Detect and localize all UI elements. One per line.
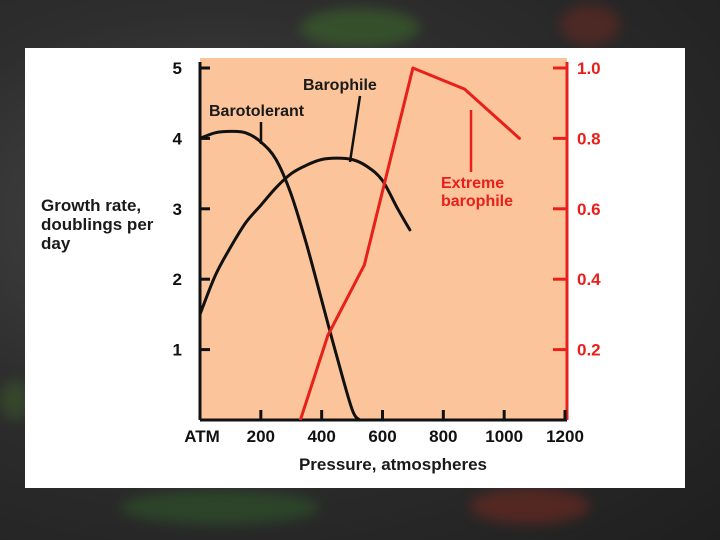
x-tick-label-5: 1000 (485, 427, 523, 446)
x-tick-label-0: ATM (184, 427, 220, 446)
background-blob (300, 8, 420, 48)
series-line-extreme-barophile (298, 66, 521, 420)
background-blob (560, 5, 620, 45)
y-right-tick-label-0: 0.2 (577, 341, 601, 360)
y-left-tick-label-4: 5 (173, 59, 182, 78)
y-axis-label-line-1: Growth rate, (41, 196, 141, 215)
y-axis-label-line-2: doublings per (41, 215, 154, 234)
series-layer (200, 66, 521, 420)
plot-area (200, 58, 567, 420)
x-tick-label-2: 400 (307, 427, 335, 446)
x-tick-label-4: 800 (429, 427, 457, 446)
x-tick-label-6: 1200 (546, 427, 584, 446)
x-tick-label-1: 200 (247, 427, 275, 446)
x-axis-label: Pressure, atmospheres (299, 455, 487, 474)
y-right-tick-label-2: 0.6 (577, 200, 601, 219)
y-left-tick-label-1: 2 (173, 270, 182, 289)
y-left-tick-label-0: 1 (173, 341, 182, 360)
annotation-barotolerant: Barotolerant (209, 103, 305, 120)
y-axis-label: Growth rate, doublings per day (41, 196, 158, 253)
y-right-tick-label-1: 0.4 (577, 270, 601, 289)
growth-rate-chart: Growth rate, doublings per day Pressure,… (41, 58, 602, 474)
background-blob (120, 490, 320, 525)
y-left-tick-label-3: 4 (173, 129, 183, 148)
background-blob (470, 488, 590, 524)
y-axis-label-line-3: day (41, 234, 71, 253)
annotation-barophile: Barophile (303, 77, 377, 94)
annotation-extreme-line-2: barophile (441, 193, 513, 210)
y-left-tick-label-2: 3 (173, 200, 182, 219)
y-right-tick-label-4: 1.0 (577, 59, 601, 78)
ticks-layer: ATM 200 400 600 800 1000 1200 1 2 3 4 5 0.2 0.4 0.6 0.8… (173, 59, 602, 446)
leader-line-barophile (348, 95, 362, 163)
annotation-extreme-line-1: Extreme (441, 175, 504, 192)
slide-card: Growth rate, doublings per day Pressure,… (25, 48, 685, 488)
annotation-extreme-barophile: Extreme barophile (441, 175, 513, 210)
x-tick-label-3: 600 (368, 427, 396, 446)
series-line-barotolerant (200, 129, 362, 420)
y-right-tick-label-3: 0.8 (577, 129, 601, 148)
